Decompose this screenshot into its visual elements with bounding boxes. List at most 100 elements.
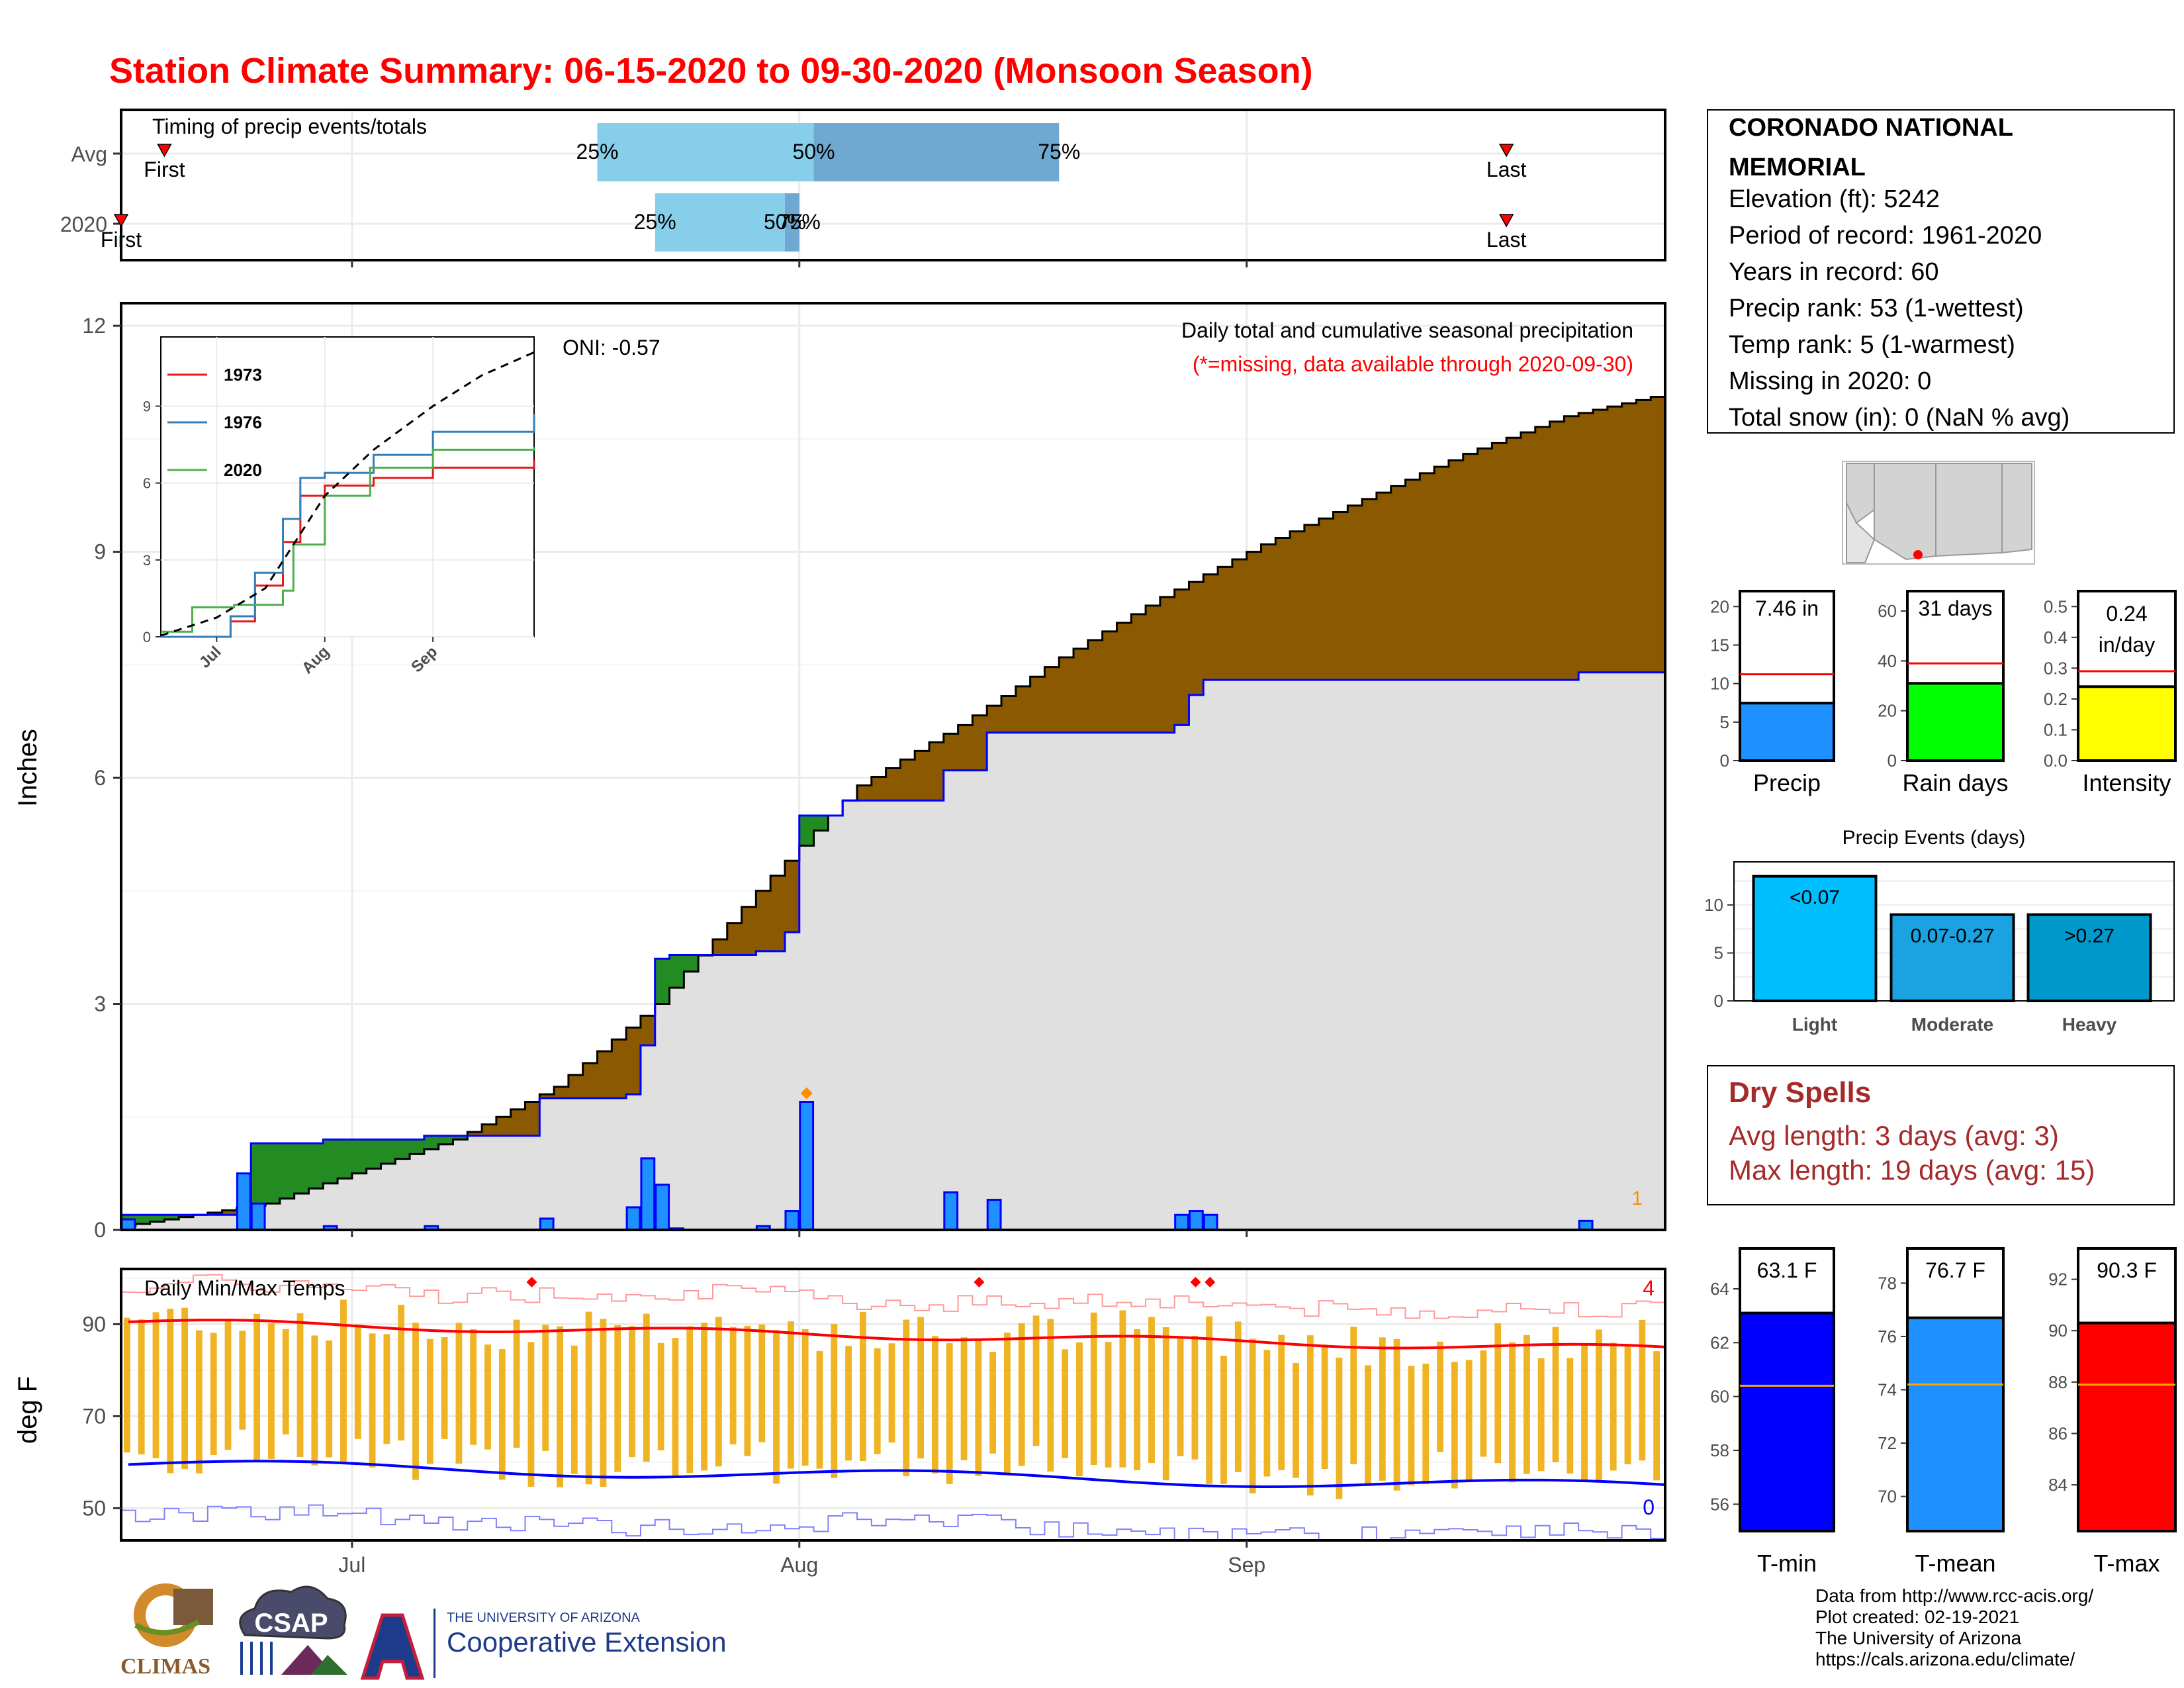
timing-2020-first-label: First <box>101 228 142 252</box>
daily-temp-range-bar <box>657 1342 664 1450</box>
surplus-fill <box>813 815 829 831</box>
deficit-fill <box>1261 544 1276 680</box>
daily-temp-range-bar <box>787 1321 794 1469</box>
deficit-fill <box>1059 657 1074 733</box>
temp-bar-ytick-label: 56 <box>1710 1494 1729 1514</box>
timing-avg-q75-label: 75% <box>1038 140 1080 164</box>
deficit-fill <box>1362 498 1377 680</box>
record-high-marker <box>1205 1276 1216 1288</box>
mini-bar-ytick-label: 0.5 <box>2044 596 2068 616</box>
credit-university: The University of Arizona <box>1815 1628 2022 1648</box>
oni-value: ONI: -0.57 <box>563 336 660 359</box>
mini-bar-ytick-label: 10 <box>1710 674 1729 694</box>
daily-temp-range-bar <box>527 1342 535 1487</box>
inset-ytick-label: 6 <box>143 475 151 492</box>
mini-bar-value-label: 31 days <box>1918 596 1992 620</box>
temp-bar-value-label: 90.3 F <box>2097 1258 2157 1282</box>
timing-panel: Timing of precip events/totals Avg 2020 … <box>60 109 1666 267</box>
events-bar-moderate <box>1889 913 2015 1002</box>
deficit-fill <box>1434 467 1449 680</box>
events-bar-light <box>1752 874 1878 1002</box>
timing-panel-label: Timing of precip events/totals <box>152 115 427 138</box>
station-years: Years in record: 60 <box>1729 258 1939 286</box>
precip-ylabel: Inches <box>13 729 42 807</box>
deficit-fill <box>626 1027 641 1095</box>
temp-bar-t-mean <box>1906 1316 2005 1532</box>
daily-temp-range-bar <box>470 1329 477 1445</box>
daily-temp-range-bar <box>831 1324 838 1478</box>
daily-precip-bar <box>755 1225 771 1230</box>
temp-bar-xlabel: T-max <box>2093 1550 2160 1577</box>
deficit-fill <box>482 1124 497 1136</box>
surplus-fill <box>453 1135 468 1140</box>
deficit-fill <box>1304 524 1320 680</box>
daily-temp-range-bar <box>1668 1326 1674 1480</box>
mini-bar-value-label: 7.46 in <box>1755 596 1819 620</box>
timing-avg-q25-q50-bar <box>597 123 814 181</box>
deficit-fill <box>640 1015 656 1046</box>
temp-bar-ytick-label: 78 <box>1878 1273 1897 1293</box>
temp-bar-ytick-label: 64 <box>1710 1279 1729 1299</box>
daily-temp-range-bar <box>1336 1357 1343 1499</box>
daily-temp-range-bar <box>1465 1360 1473 1480</box>
station-name-line2: MEMORIAL <box>1729 154 1866 181</box>
deficit-fill <box>1218 567 1233 680</box>
surplus-fill <box>251 1143 266 1206</box>
daily-temp-range-bar <box>1004 1333 1011 1476</box>
mini-bar-ytick-label: 0.2 <box>2044 689 2068 709</box>
deficit-fill <box>741 907 756 955</box>
events-category-label: Heavy <box>2062 1014 2117 1035</box>
deficit-fill <box>1665 394 1680 673</box>
station-temp-rank: Temp rank: 5 (1-warmest) <box>1729 331 2015 359</box>
temp-bar-ytick-label: 84 <box>2048 1475 2068 1495</box>
station-missing: Missing in 2020: 0 <box>1729 367 1931 395</box>
mini-bar-ytick-label: 0.4 <box>2044 628 2068 647</box>
station-name-line1: CORONADO NATIONAL <box>1729 114 2013 142</box>
dry-spells-max: Max length: 19 days (avg: 15) <box>1729 1154 2095 1186</box>
temp-bar-ytick-label: 92 <box>2048 1270 2068 1289</box>
surplus-fill <box>684 955 699 972</box>
daily-precip-bar <box>1578 1219 1594 1230</box>
daily-temp-range-bar <box>1610 1342 1617 1471</box>
daily-precip-bar <box>799 1101 815 1230</box>
daily-temp-range-bar <box>1191 1335 1199 1460</box>
temp-ytick-label: 70 <box>82 1404 106 1428</box>
daily-temp-range-bar <box>917 1317 925 1459</box>
precip-subheader: (*=missing, data available through 2020-… <box>1193 352 1633 376</box>
surplus-fill <box>135 1215 151 1224</box>
surplus-fill <box>438 1135 454 1145</box>
deficit-fill <box>958 725 974 771</box>
daily-temp-range-bar <box>874 1348 881 1454</box>
daily-temp-range-bar <box>1090 1312 1097 1466</box>
daily-temp-range-bar <box>1581 1344 1588 1482</box>
temp-xtick-label: Jul <box>338 1553 365 1577</box>
events-title: Precip Events (days) <box>1843 827 2026 849</box>
surplus-fill <box>395 1139 410 1159</box>
timing-row-avg: Avg <box>71 142 107 166</box>
credit-url: https://cals.arizona.edu/climate/ <box>1815 1649 2075 1669</box>
precip-events-chart: Precip Events (days) <0.07 Light 0.07-0.27… <box>1704 827 2175 1035</box>
daily-temp-range-bar <box>1105 1342 1112 1468</box>
mini-bar-ytick-label: 0.1 <box>2044 720 2068 739</box>
daily-temp-range-bar <box>1062 1349 1069 1458</box>
temp-bar-t-min <box>1739 1311 1835 1532</box>
deficit-fill <box>1636 400 1651 673</box>
daily-temp-range-bar <box>1408 1366 1415 1485</box>
daily-temp-range-bar <box>1076 1342 1083 1477</box>
mini-bar-value-label: 0.24 <box>2106 602 2147 626</box>
temp-xtick-label: Sep <box>1228 1553 1265 1577</box>
temp-bar-ytick-label: 70 <box>1878 1487 1897 1507</box>
logo-csap-text: CSAP <box>254 1609 328 1638</box>
station-snow: Total snow (in): 0 (NaN % avg) <box>1729 404 2070 432</box>
daily-temp-range-bar <box>1119 1310 1126 1468</box>
precip-ytick-label: 9 <box>94 540 106 564</box>
deficit-fill <box>568 1074 584 1098</box>
deficit-fill <box>1651 397 1665 673</box>
deficit-fill <box>1015 686 1031 733</box>
page-title: Station Climate Summary: 06-15-2020 to 0… <box>109 51 1313 91</box>
daily-precip-bar <box>625 1206 641 1230</box>
daily-temp-range-bar <box>960 1337 968 1460</box>
daily-temp-range-bar <box>383 1334 390 1444</box>
record-high-marker <box>526 1276 537 1288</box>
precip-corner-count: 1 <box>1631 1188 1643 1209</box>
